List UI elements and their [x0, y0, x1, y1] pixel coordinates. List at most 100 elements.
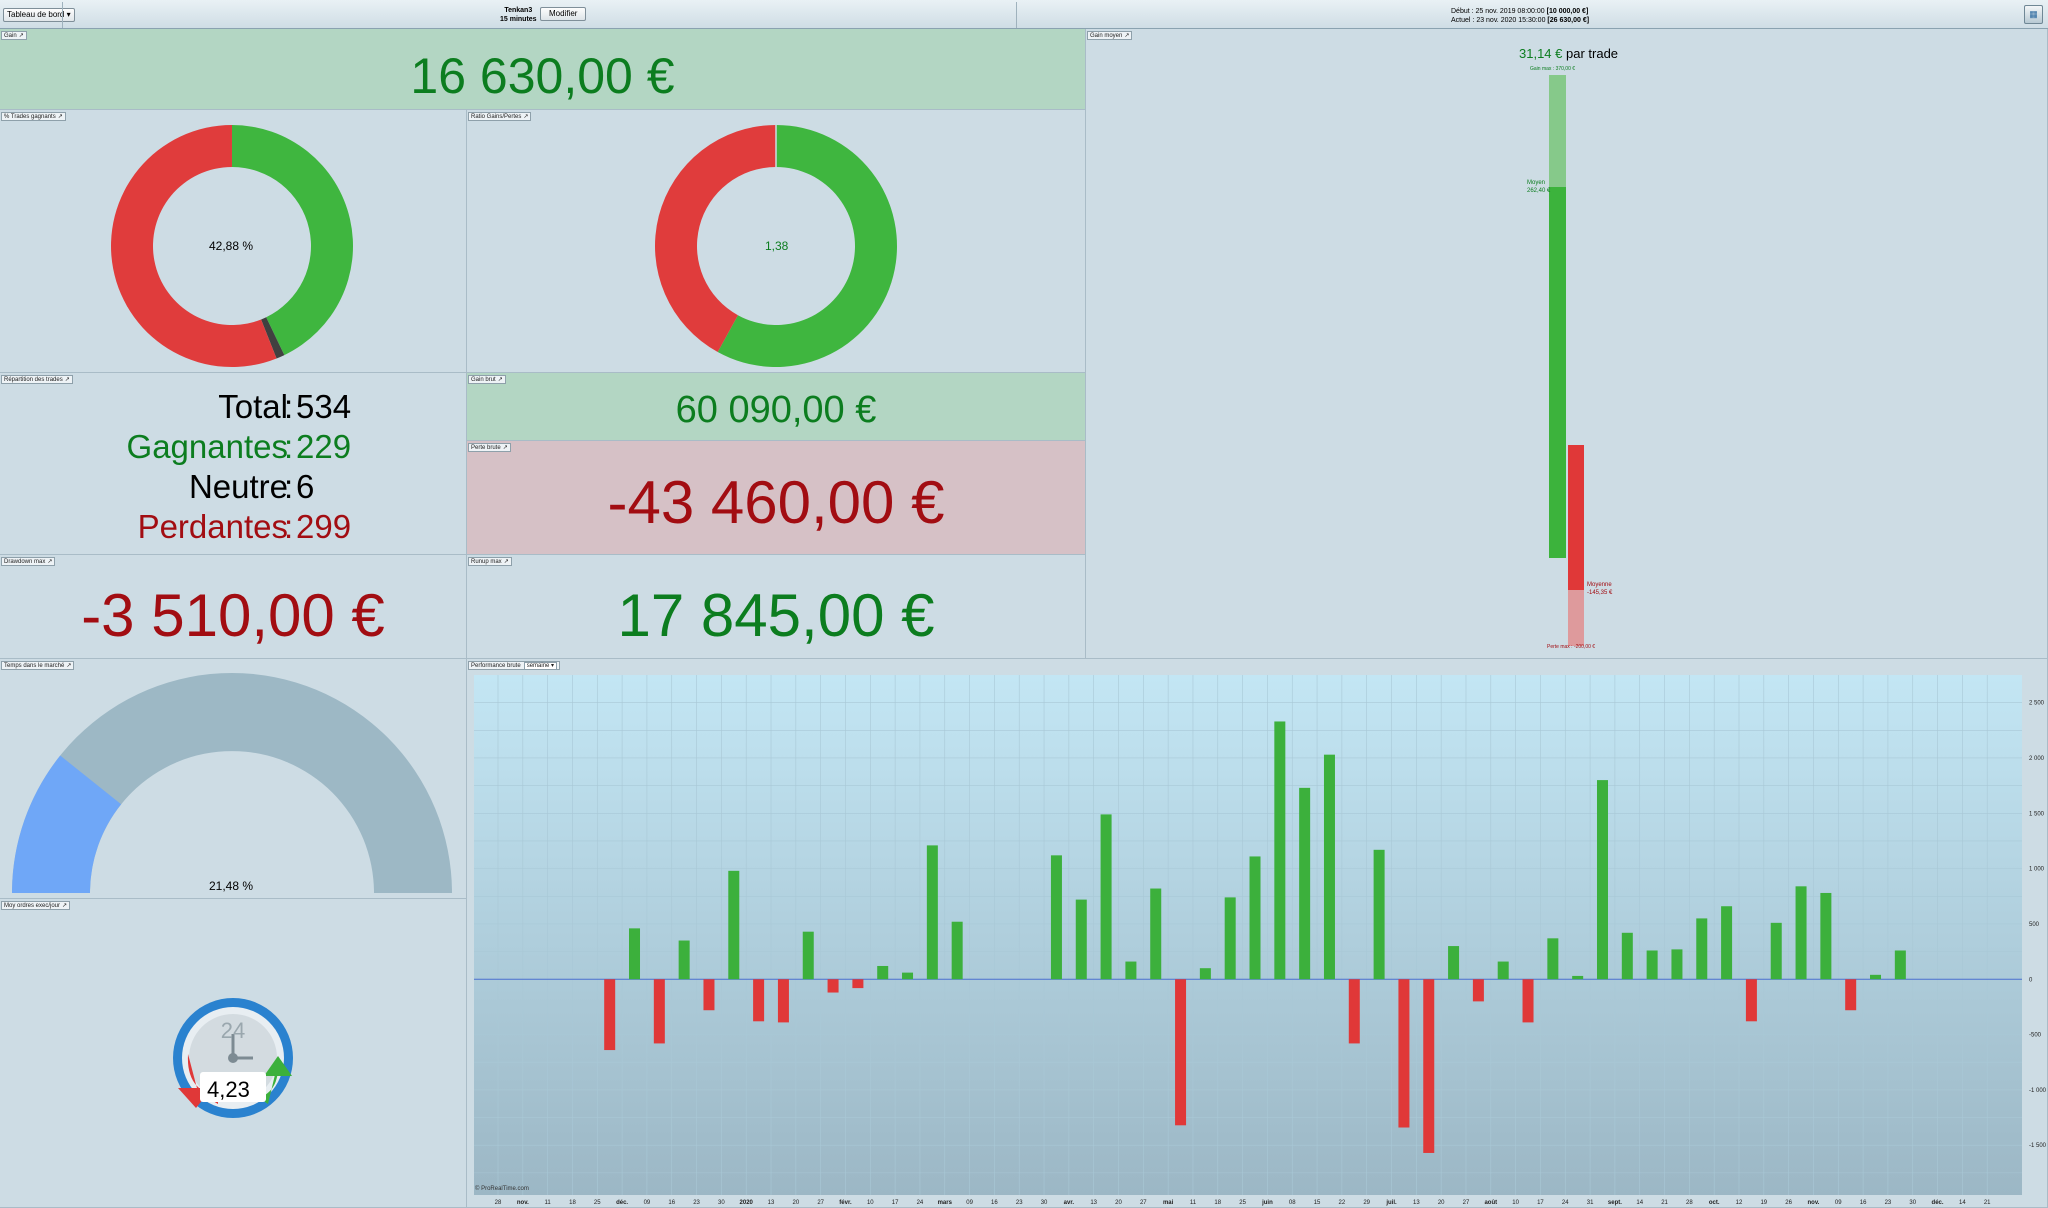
panel-title[interactable]: Répartition des trades ↗: [1, 375, 73, 384]
pin-icon[interactable]: ↗: [523, 114, 529, 120]
panel-title[interactable]: Ratio Gains/Pertes ↗: [468, 112, 532, 121]
stat-label: Perdantes: [137, 508, 288, 545]
performance-bar: [1596, 780, 1608, 980]
x-tick-label: 14: [1636, 1200, 1643, 1206]
performance-bar: [1745, 979, 1757, 1022]
x-tick-label: 20: [792, 1200, 799, 1206]
x-tick-label: 09: [1835, 1200, 1842, 1206]
x-tick-label: 16: [991, 1200, 998, 1206]
current-capital: [26 630,00 €]: [1547, 17, 1590, 24]
performance-bar: [653, 979, 665, 1044]
x-tick-label: déc.: [616, 1200, 628, 1206]
x-tick-label: 22: [1339, 1200, 1346, 1206]
runup-panel: Runup max ↗ 17 845,00 €: [467, 555, 1086, 659]
panel-title[interactable]: Perte brute ↗: [468, 443, 511, 452]
pin-icon[interactable]: ↗: [62, 903, 68, 909]
stat-row-losers: Perdantes:299: [137, 508, 352, 545]
performance-bar: [1050, 855, 1062, 980]
performance-bar: [1522, 979, 1534, 1023]
orders-panel: Moy ordres exec/jour ↗ 24 4,23: [0, 899, 467, 1208]
pin-icon[interactable]: ↗: [503, 559, 509, 565]
repartition-panel: Répartition des trades ↗ Total:534 Gagnan…: [0, 373, 467, 555]
current-date: 23 nov. 2020 15:30:00: [1476, 17, 1546, 24]
performance-bar: [1497, 961, 1509, 980]
pin-icon[interactable]: ↗: [47, 559, 53, 565]
panel-title[interactable]: % Trades gagnants ↗: [1, 112, 66, 121]
performance-bar: [1125, 961, 1137, 980]
y-tick-label: -1 000: [2029, 1088, 2047, 1094]
panel-title[interactable]: Gain ↗: [1, 31, 27, 40]
y-tick-label: 2 500: [2029, 701, 2045, 707]
toolbar-separator: [1016, 2, 1017, 28]
panel-title[interactable]: Moy ordres exec/jour ↗: [1, 901, 71, 910]
drawdown-panel: Drawdown max ↗ -3 510,00 €: [0, 555, 467, 659]
dashboard-dropdown[interactable]: Tableau de bord ▾: [3, 8, 75, 22]
start-date: 25 nov. 2019 08:00:00: [1475, 8, 1545, 15]
x-tick-label: févr.: [839, 1200, 852, 1206]
x-tick-label: juin: [1261, 1200, 1273, 1206]
strategy-info: Tenkan3 15 minutes: [500, 6, 537, 24]
pin-icon[interactable]: ↗: [57, 114, 63, 120]
x-tick-label: 09: [644, 1200, 651, 1206]
x-tick-label: 17: [1537, 1200, 1544, 1206]
x-tick-label: nov.: [517, 1200, 529, 1206]
avg-gain-panel: Gain moyen ↗ 31,14 € par trade Gain max :…: [1086, 29, 2048, 659]
period-select[interactable]: semaine ▾: [523, 662, 558, 670]
donut-slice-gains: [717, 125, 897, 367]
panel-title[interactable]: Performance brute semaine ▾: [468, 661, 561, 670]
stat-row-total: Total:534: [218, 388, 352, 425]
panel-title[interactable]: Temps dans le marché ↗: [1, 661, 75, 670]
ratio-label: 1,38: [765, 239, 789, 253]
plot-area: [474, 675, 2022, 1195]
chart-settings-icon[interactable]: ▦: [2024, 5, 2043, 24]
x-tick-label: 29: [1363, 1200, 1370, 1206]
x-tick-label: 23: [693, 1200, 700, 1206]
x-tick-label: 13: [1090, 1200, 1097, 1206]
loss-max-label: Perte max : -200,00 €: [1547, 644, 1596, 650]
performance-bar: [827, 979, 839, 993]
pin-icon[interactable]: ↗: [64, 377, 70, 383]
pin-icon[interactable]: ↗: [502, 445, 508, 451]
performance-bar: [678, 940, 690, 980]
x-tick-label: 19: [1760, 1200, 1767, 1206]
performance-bar: [1423, 979, 1435, 1153]
panel-title[interactable]: Gain brut ↗: [468, 375, 506, 384]
performance-bar: [1671, 949, 1683, 980]
x-tick-label: 13: [768, 1200, 775, 1206]
x-tick-label: déc.: [1932, 1200, 1944, 1206]
gain-brut-panel: Gain brut ↗ 60 090,00 €: [467, 373, 1086, 441]
modify-button[interactable]: Modifier: [540, 7, 587, 21]
x-tick-label: 27: [1140, 1200, 1147, 1206]
strategy-timeframe: 15 minutes: [500, 16, 537, 23]
market-time-label: 21,48 %: [209, 879, 254, 893]
stat-value: 229: [296, 428, 352, 465]
panel-title[interactable]: Runup max ↗: [468, 557, 512, 566]
x-tick-label: 21: [1661, 1200, 1668, 1206]
x-tick-label: 11: [1190, 1200, 1197, 1206]
trade-stats: Total:534 Gagnantes:229 Neutre:6 Perdant…: [0, 387, 466, 547]
x-tick-label: 20: [1115, 1200, 1122, 1206]
pin-icon[interactable]: ↗: [66, 663, 72, 669]
top-toolbar: Tableau de bord ▾ Tenkan3 15 minutes Mod…: [0, 0, 2048, 29]
panel-title[interactable]: Drawdown max ↗: [1, 557, 56, 566]
performance-bar: [753, 979, 765, 1022]
performance-bar: [1100, 814, 1112, 980]
panel-title[interactable]: Gain moyen ↗: [1087, 31, 1133, 40]
pin-icon[interactable]: ↗: [18, 33, 24, 39]
x-tick-label: 26: [1785, 1200, 1792, 1206]
stat-value: 299: [296, 508, 352, 545]
performance-bar: [1621, 932, 1633, 980]
avg-win-bar: [1549, 187, 1566, 558]
performance-bar: [802, 931, 814, 980]
stat-row-winners: Gagnantes:229: [126, 428, 352, 465]
ratio-panel: Ratio Gains/Pertes ↗ 1,38: [467, 110, 1086, 373]
performance-bar: [1472, 979, 1484, 1002]
x-tick-label: 10: [1512, 1200, 1519, 1206]
market-time-panel: Temps dans le marché ↗ 21,48 %: [0, 659, 467, 899]
pin-icon[interactable]: ↗: [497, 377, 503, 383]
pin-icon[interactable]: ↗: [1124, 33, 1130, 39]
x-tick-label: 18: [569, 1200, 576, 1206]
performance-bar: [604, 979, 616, 1051]
win-pct-label: 42,88 %: [209, 239, 254, 253]
gain-panel: Gain ↗ 16 630,00 €: [0, 29, 1086, 110]
